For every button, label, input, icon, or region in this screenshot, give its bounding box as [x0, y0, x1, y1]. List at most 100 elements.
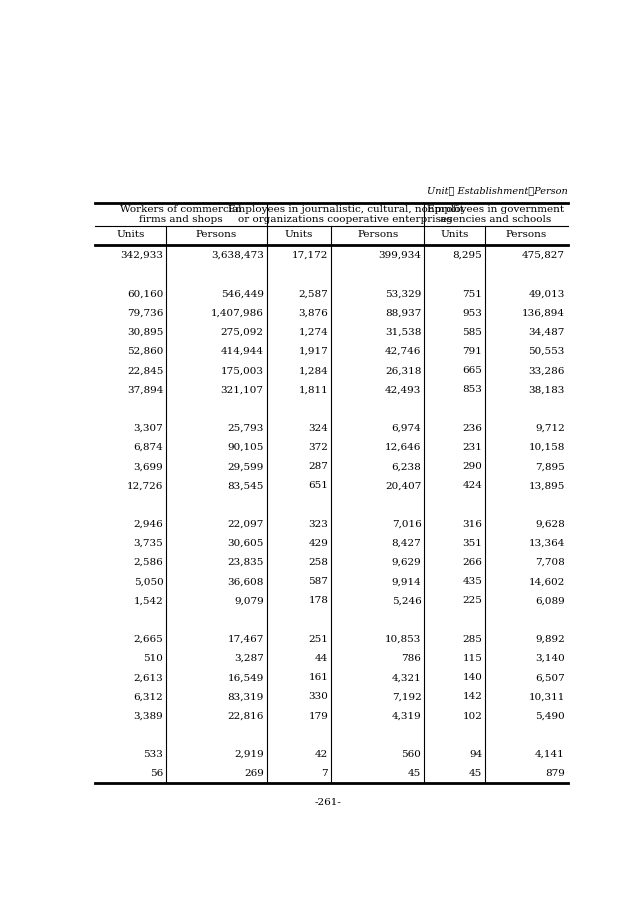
- Text: 8,427: 8,427: [392, 539, 421, 548]
- Text: 45: 45: [469, 769, 482, 778]
- Text: 34,487: 34,487: [528, 328, 565, 337]
- Text: 6,874: 6,874: [134, 443, 164, 452]
- Text: 36,608: 36,608: [227, 578, 264, 587]
- Text: Employees in journalistic, cultural, nonprofit
or organizations cooperative ente: Employees in journalistic, cultural, non…: [227, 205, 463, 225]
- Text: 231: 231: [463, 443, 482, 452]
- Text: 6,089: 6,089: [535, 597, 565, 605]
- Text: 3,287: 3,287: [234, 654, 264, 663]
- Text: 1,811: 1,811: [298, 385, 328, 395]
- Text: Persons: Persons: [506, 230, 547, 239]
- Text: 2,665: 2,665: [134, 635, 164, 644]
- Text: Workers of commercial
firms and shops: Workers of commercial firms and shops: [120, 205, 242, 225]
- Text: 429: 429: [309, 539, 328, 548]
- Text: 6,974: 6,974: [392, 424, 421, 432]
- Text: 2,919: 2,919: [234, 750, 264, 759]
- Text: 23,835: 23,835: [227, 558, 264, 567]
- Text: 1,284: 1,284: [298, 366, 328, 375]
- Text: 8,295: 8,295: [452, 251, 482, 261]
- Text: 9,628: 9,628: [535, 519, 565, 529]
- Text: 42,493: 42,493: [385, 385, 421, 395]
- Text: 38,183: 38,183: [528, 385, 565, 395]
- Text: 90,105: 90,105: [227, 443, 264, 452]
- Text: 9,079: 9,079: [234, 597, 264, 605]
- Text: 414,944: 414,944: [220, 347, 264, 356]
- Text: 60,160: 60,160: [127, 289, 164, 298]
- Text: Units: Units: [116, 230, 145, 239]
- Text: 45: 45: [408, 769, 421, 778]
- Text: 12,726: 12,726: [127, 481, 164, 491]
- Text: 225: 225: [463, 597, 482, 605]
- Text: 10,853: 10,853: [385, 635, 421, 644]
- Text: 26,318: 26,318: [385, 366, 421, 375]
- Text: 953: 953: [463, 309, 482, 318]
- Text: 79,736: 79,736: [127, 309, 164, 318]
- Text: 7,708: 7,708: [535, 558, 565, 567]
- Text: 3,140: 3,140: [535, 654, 565, 663]
- Text: 1,407,986: 1,407,986: [211, 309, 264, 318]
- Text: 6,312: 6,312: [134, 692, 164, 701]
- Text: 49,013: 49,013: [528, 289, 565, 298]
- Text: 25,793: 25,793: [227, 424, 264, 432]
- Text: 50,553: 50,553: [528, 347, 565, 356]
- Text: 10,311: 10,311: [528, 692, 565, 701]
- Text: 287: 287: [309, 462, 328, 471]
- Text: 22,816: 22,816: [227, 711, 264, 721]
- Text: 30,895: 30,895: [127, 328, 164, 337]
- Text: 3,735: 3,735: [134, 539, 164, 548]
- Text: 258: 258: [309, 558, 328, 567]
- Text: 475,827: 475,827: [521, 251, 565, 261]
- Text: 5,490: 5,490: [535, 711, 565, 721]
- Text: 330: 330: [309, 692, 328, 701]
- Text: 372: 372: [309, 443, 328, 452]
- Text: 236: 236: [463, 424, 482, 432]
- Text: 651: 651: [309, 481, 328, 491]
- Text: 5,246: 5,246: [392, 597, 421, 605]
- Text: 6,507: 6,507: [535, 674, 565, 682]
- Text: 14,602: 14,602: [528, 578, 565, 587]
- Text: 161: 161: [309, 674, 328, 682]
- Text: 3,307: 3,307: [134, 424, 164, 432]
- Text: 587: 587: [309, 578, 328, 587]
- Text: 2,946: 2,946: [134, 519, 164, 529]
- Text: 140: 140: [463, 674, 482, 682]
- Text: 751: 751: [463, 289, 482, 298]
- Text: 6,238: 6,238: [392, 462, 421, 471]
- Text: 5,050: 5,050: [134, 578, 164, 587]
- Text: 351: 351: [463, 539, 482, 548]
- Text: 56: 56: [150, 769, 164, 778]
- Text: 3,389: 3,389: [134, 711, 164, 721]
- Text: 115: 115: [463, 654, 482, 663]
- Text: Unit： Establishment、Person: Unit： Establishment、Person: [427, 186, 567, 195]
- Text: 1,274: 1,274: [298, 328, 328, 337]
- Text: 17,467: 17,467: [227, 635, 264, 644]
- Text: 321,107: 321,107: [220, 385, 264, 395]
- Text: 9,892: 9,892: [535, 635, 565, 644]
- Text: 42: 42: [315, 750, 328, 759]
- Text: 4,141: 4,141: [535, 750, 565, 759]
- Text: 585: 585: [463, 328, 482, 337]
- Text: 83,545: 83,545: [227, 481, 264, 491]
- Text: 290: 290: [463, 462, 482, 471]
- Text: 435: 435: [463, 578, 482, 587]
- Text: 324: 324: [309, 424, 328, 432]
- Text: 178: 178: [309, 597, 328, 605]
- Text: 22,097: 22,097: [227, 519, 264, 529]
- Text: 424: 424: [463, 481, 482, 491]
- Text: 665: 665: [463, 366, 482, 375]
- Text: 22,845: 22,845: [127, 366, 164, 375]
- Text: 266: 266: [463, 558, 482, 567]
- Text: 179: 179: [309, 711, 328, 721]
- Text: 17,172: 17,172: [292, 251, 328, 261]
- Text: 29,599: 29,599: [227, 462, 264, 471]
- Text: 3,699: 3,699: [134, 462, 164, 471]
- Text: -261-: -261-: [314, 798, 341, 807]
- Text: 323: 323: [309, 519, 328, 529]
- Text: 12,646: 12,646: [385, 443, 421, 452]
- Text: 2,613: 2,613: [134, 674, 164, 682]
- Text: 1,917: 1,917: [298, 347, 328, 356]
- Text: Units: Units: [285, 230, 313, 239]
- Text: 7,895: 7,895: [535, 462, 565, 471]
- Text: 16,549: 16,549: [227, 674, 264, 682]
- Text: 94: 94: [469, 750, 482, 759]
- Text: 316: 316: [463, 519, 482, 529]
